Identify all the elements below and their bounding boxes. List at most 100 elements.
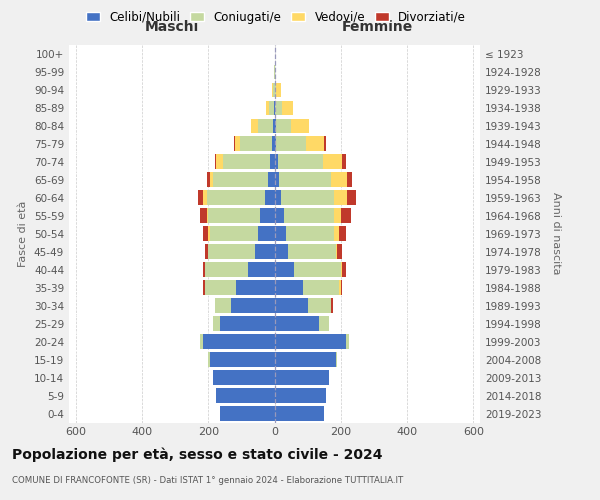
Bar — [346, 334, 349, 349]
Bar — [205, 244, 208, 259]
Text: Maschi: Maschi — [145, 20, 199, 34]
Bar — [347, 190, 356, 205]
Bar — [343, 262, 346, 277]
Bar — [220, 316, 275, 331]
Bar — [334, 226, 339, 241]
Bar — [306, 136, 324, 151]
Bar — [308, 298, 331, 313]
Bar — [276, 136, 306, 151]
Bar — [341, 262, 343, 277]
Bar — [275, 262, 295, 277]
Bar — [284, 208, 334, 223]
Bar — [206, 172, 210, 187]
Bar — [210, 226, 258, 241]
Bar — [288, 244, 336, 259]
Bar — [334, 208, 341, 223]
Bar — [269, 100, 274, 116]
Bar — [336, 244, 337, 259]
Bar — [265, 190, 275, 205]
Bar — [286, 226, 334, 241]
Bar — [235, 136, 241, 151]
Bar — [268, 172, 275, 187]
Bar — [319, 316, 329, 331]
Bar — [200, 334, 203, 349]
Text: COMUNE DI FRANCOFONTE (SR) - Dati ISTAT 1° gennaio 2024 - Elaborazione TUTTITALI: COMUNE DI FRANCOFONTE (SR) - Dati ISTAT … — [12, 476, 403, 485]
Bar — [213, 370, 275, 385]
Bar — [336, 352, 337, 367]
Bar — [275, 244, 288, 259]
Bar — [251, 118, 258, 134]
Bar — [278, 154, 323, 169]
Bar — [275, 154, 278, 169]
Y-axis label: Fasce di età: Fasce di età — [19, 200, 28, 267]
Bar — [210, 352, 275, 367]
Bar — [215, 298, 232, 313]
Bar — [280, 172, 331, 187]
Bar — [324, 136, 326, 151]
Bar — [206, 190, 265, 205]
Bar — [291, 118, 310, 134]
Bar — [275, 406, 324, 421]
Bar — [347, 172, 352, 187]
Bar — [208, 352, 210, 367]
Bar — [269, 154, 275, 169]
Bar — [343, 154, 346, 169]
Bar — [334, 190, 347, 205]
Bar — [254, 244, 275, 259]
Bar — [337, 244, 343, 259]
Bar — [213, 316, 220, 331]
Bar — [205, 262, 248, 277]
Bar — [223, 154, 269, 169]
Bar — [339, 226, 346, 241]
Bar — [205, 280, 236, 295]
Legend: Celibi/Nubili, Coniugati/e, Vedovi/e, Divorziati/e: Celibi/Nubili, Coniugati/e, Vedovi/e, Di… — [81, 6, 471, 28]
Bar — [234, 136, 235, 151]
Bar — [275, 352, 336, 367]
Bar — [276, 82, 281, 98]
Bar — [258, 226, 275, 241]
Bar — [272, 136, 275, 151]
Y-axis label: Anni di nascita: Anni di nascita — [551, 192, 561, 275]
Bar — [275, 190, 281, 205]
Bar — [275, 100, 282, 116]
Bar — [302, 280, 339, 295]
Bar — [203, 190, 206, 205]
Bar — [236, 280, 275, 295]
Bar — [275, 298, 308, 313]
Bar — [282, 100, 293, 116]
Bar — [198, 190, 203, 205]
Bar — [203, 226, 208, 241]
Bar — [248, 262, 275, 277]
Bar — [232, 298, 275, 313]
Bar — [208, 208, 260, 223]
Bar — [331, 172, 347, 187]
Bar — [203, 262, 205, 277]
Bar — [217, 154, 223, 169]
Bar — [200, 208, 206, 223]
Bar — [273, 82, 275, 98]
Bar — [341, 280, 343, 295]
Bar — [275, 280, 302, 295]
Bar — [281, 190, 334, 205]
Bar — [275, 136, 276, 151]
Bar — [275, 172, 280, 187]
Bar — [275, 226, 286, 241]
Bar — [323, 154, 343, 169]
Bar — [273, 118, 275, 134]
Bar — [258, 118, 273, 134]
Bar — [217, 388, 275, 403]
Bar — [215, 154, 217, 169]
Bar — [331, 298, 332, 313]
Bar — [295, 262, 341, 277]
Bar — [206, 208, 208, 223]
Bar — [272, 82, 273, 98]
Bar — [339, 280, 341, 295]
Bar — [274, 100, 275, 116]
Bar — [260, 208, 275, 223]
Bar — [275, 316, 319, 331]
Bar — [275, 208, 284, 223]
Bar — [275, 388, 326, 403]
Bar — [210, 172, 213, 187]
Bar — [275, 82, 276, 98]
Text: Popolazione per età, sesso e stato civile - 2024: Popolazione per età, sesso e stato civil… — [12, 448, 383, 462]
